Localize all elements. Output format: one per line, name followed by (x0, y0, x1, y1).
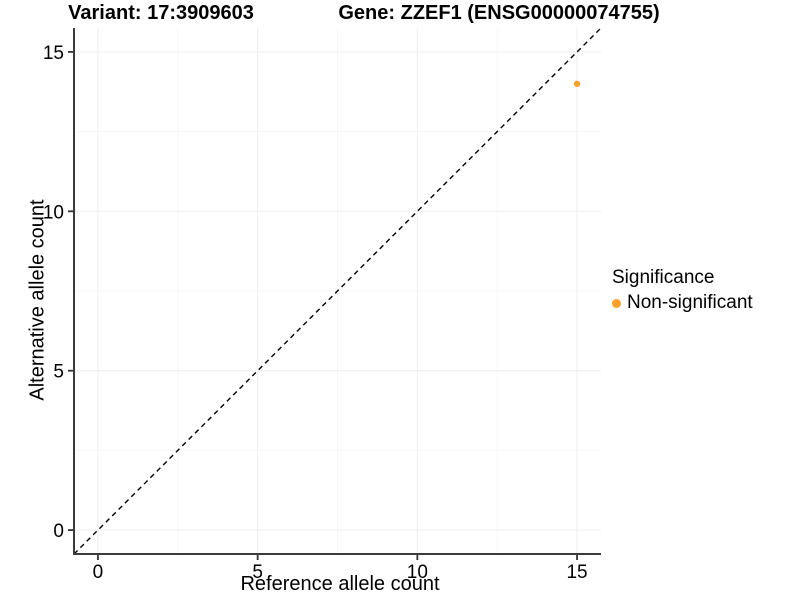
x-tick-label: 15 (566, 562, 587, 583)
legend-item-label: Non-significant (627, 292, 753, 313)
x-tick-label: 10 (407, 562, 428, 583)
legend: Significance Non-significant (612, 266, 753, 314)
y-tick-label: 10 (43, 202, 64, 223)
x-axis-title: Reference allele count (240, 573, 440, 595)
x-tick-label: 5 (252, 562, 263, 583)
legend-item-non-significant: Non-significant (612, 292, 753, 314)
y-tick-label: 15 (43, 43, 64, 64)
identity-dashed-line (73, 27, 602, 555)
data-point (573, 80, 581, 87)
plot-title-gene: Gene: ZZEF1 (ENSG00000074755) (338, 2, 660, 24)
y-tick-label: 5 (53, 362, 64, 383)
legend-title: Significance (612, 267, 715, 288)
y-tick-label: 0 (53, 521, 64, 542)
x-tick-label: 0 (93, 562, 104, 583)
plot-title-variant: Variant: 17:3909603 (68, 2, 254, 24)
y-axis-title: Alternative allele count (26, 199, 49, 401)
legend-key-dot-icon (612, 298, 621, 308)
